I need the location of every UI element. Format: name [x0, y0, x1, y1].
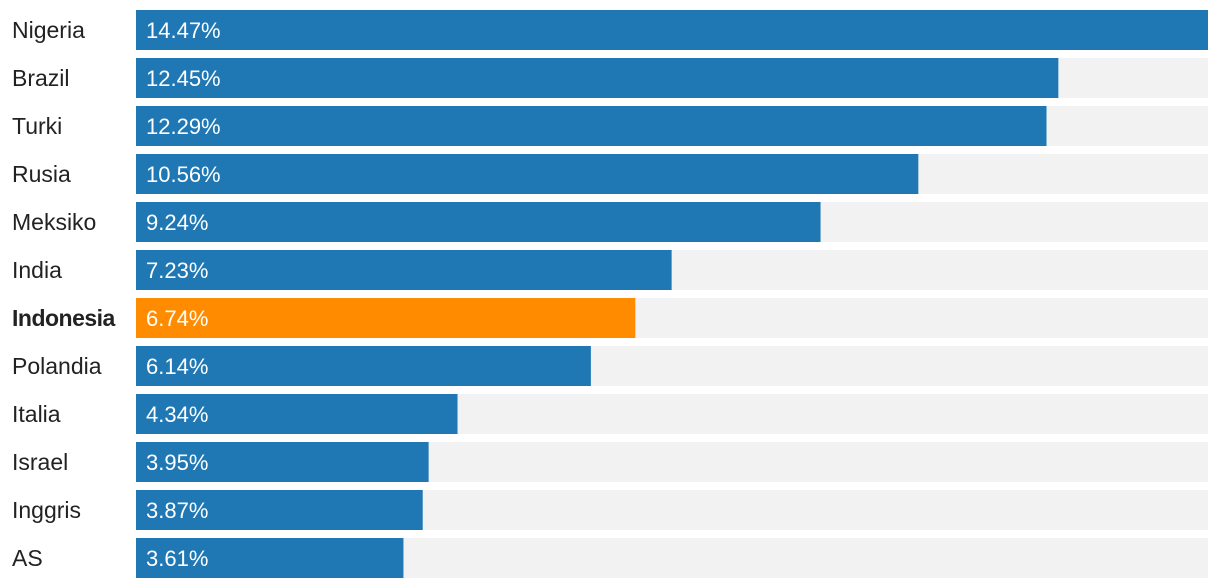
bar-highlight [136, 298, 636, 338]
category-label: AS [12, 545, 43, 571]
bar [136, 202, 821, 242]
value-label: 14.47% [146, 18, 221, 43]
value-label: 4.34% [146, 402, 208, 427]
value-label: 9.24% [146, 210, 208, 235]
value-label: 12.29% [146, 114, 221, 139]
value-label: 3.61% [146, 546, 208, 571]
value-label: 3.87% [146, 498, 208, 523]
bar-row: Italia 4.34% [12, 394, 1208, 434]
category-label: India [12, 257, 62, 283]
bar-row: Brazil 12.45% [12, 58, 1208, 98]
bar-row: Meksiko 9.24% [12, 202, 1208, 242]
bar-row: Turki 12.29% [12, 106, 1208, 146]
bar [136, 250, 672, 290]
bar-row: Rusia 10.56% [12, 154, 1208, 194]
category-label: Polandia [12, 353, 102, 379]
bar-row: Israel 3.95% [12, 442, 1208, 482]
value-label: 6.74% [146, 306, 208, 331]
bar-row: India 7.23% [12, 250, 1208, 290]
category-label: Indonesia [12, 305, 116, 331]
bar-row: Polandia 6.14% [12, 346, 1208, 386]
category-label: Brazil [12, 65, 70, 91]
bar-row: Inggris 3.87% [12, 490, 1208, 530]
category-label: Turki [12, 113, 62, 139]
bar [136, 58, 1059, 98]
bar [136, 538, 404, 578]
bar [136, 442, 429, 482]
value-label: 12.45% [146, 66, 221, 91]
bar [136, 10, 1208, 50]
bar [136, 346, 591, 386]
category-label: Italia [12, 401, 61, 427]
bar [136, 106, 1047, 146]
value-label: 10.56% [146, 162, 221, 187]
value-label: 6.14% [146, 354, 208, 379]
bar [136, 154, 919, 194]
category-label: Israel [12, 449, 68, 475]
bar-row: AS 3.61% [12, 538, 1208, 578]
bar-row: Indonesia 6.74% [12, 298, 1208, 338]
bar [136, 394, 458, 434]
bar [136, 490, 423, 530]
category-label: Nigeria [12, 17, 85, 43]
value-label: 7.23% [146, 258, 208, 283]
bar-row: Nigeria 14.47% [12, 10, 1208, 50]
value-label: 3.95% [146, 450, 208, 475]
category-label: Inggris [12, 497, 81, 523]
category-label: Rusia [12, 161, 71, 187]
category-label: Meksiko [12, 209, 96, 235]
